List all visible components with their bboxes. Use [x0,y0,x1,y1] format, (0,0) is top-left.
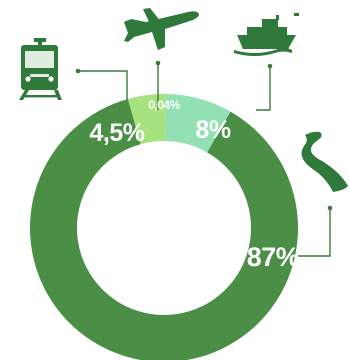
airplane-percent-label: 0,04% [148,98,180,112]
train-icon [19,38,62,100]
ship-leader-dot [267,63,273,69]
ship-percent-label: 8% [195,116,230,144]
train-percent-label: 4,5% [90,119,145,147]
road-leader-line [298,208,331,257]
leader-lines [75,60,333,257]
donut-slices [30,94,298,360]
airplane-icon [124,8,199,51]
ship-slice [165,94,231,153]
train-slice [127,94,166,145]
road-icon [301,131,348,192]
road-leader-dot [327,205,333,211]
road-slice [30,98,298,360]
airplane-leader-dot [155,60,161,66]
train-leader-line [78,70,128,100]
road-percent-label: 87% [247,242,300,272]
train-leader-dot [75,68,81,74]
ship-icon [234,13,299,56]
ship-leader-line [256,66,271,111]
